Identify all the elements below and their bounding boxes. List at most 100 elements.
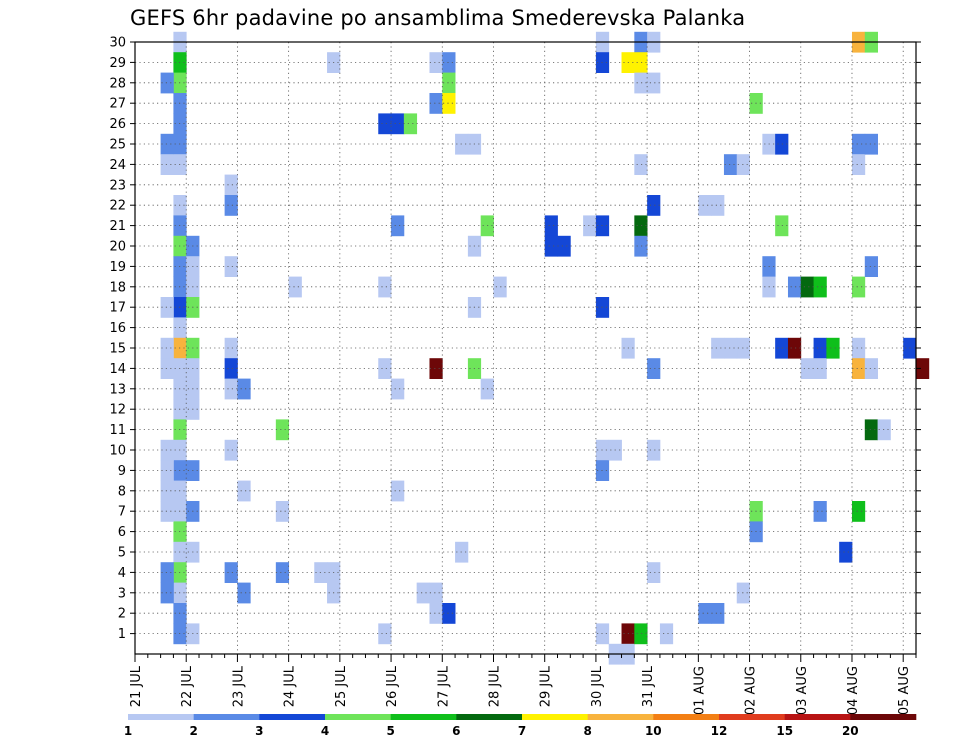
precip-cell [647, 72, 661, 94]
precip-cell [851, 276, 866, 298]
precip-cell [544, 215, 558, 237]
y-tick-label: 23 [109, 178, 126, 193]
precip-cell [826, 337, 840, 359]
precip-cell [237, 378, 251, 400]
colorbar-label: 7 [518, 724, 526, 738]
y-tick-label: 25 [109, 138, 126, 153]
precip-cell [813, 501, 827, 522]
precip-cell [659, 623, 674, 645]
cells-layer [160, 31, 930, 665]
precip-cell [160, 439, 174, 461]
x-axis: 21 JUL 22 JUL 23 JUL 24 JUL 25 JUL 26 JUL 27 J… [129, 654, 917, 715]
precip-cell [800, 276, 814, 298]
precip-cell [544, 235, 558, 257]
colorbar-swatch [325, 714, 391, 720]
precip-cell [442, 52, 456, 73]
precip-cell [224, 378, 238, 400]
chart-title: GEFS 6hr padavine po ansamblima Smederev… [130, 6, 746, 30]
precip-cell [839, 541, 853, 563]
colorbar-swatch [784, 714, 851, 720]
y-tick-label: 10 [109, 444, 126, 459]
colorbar-label: 1 [124, 724, 132, 738]
y-tick-label: 5 [118, 546, 126, 561]
precip-cell [634, 72, 648, 94]
precip-cell [224, 562, 238, 583]
precip-cell [275, 501, 290, 522]
precip-cell [647, 358, 661, 379]
precip-cell [723, 154, 738, 175]
y-tick-label: 27 [109, 97, 126, 112]
precip-cell [557, 235, 571, 257]
precip-cell [237, 582, 251, 604]
colorbar-swatch [390, 714, 457, 720]
colorbar: 1 2 3 4 5 6 7 8 10 12 15 20 [124, 714, 917, 738]
precip-cell [916, 358, 930, 379]
precip-cell [429, 603, 443, 624]
precip-cell [224, 174, 238, 196]
y-tick-label: 7 [118, 505, 126, 520]
y-tick-label: 11 [109, 423, 126, 438]
colorbar-swatch [456, 714, 523, 720]
precip-cell [775, 133, 789, 155]
precip-cell [711, 337, 725, 359]
precip-cell [429, 52, 443, 73]
x-tick-label: 05 AUG [897, 666, 912, 715]
precip-cell [851, 337, 866, 359]
colorbar-label: 12 [711, 724, 728, 738]
precip-cell [442, 72, 456, 94]
precip-cell [800, 358, 814, 379]
y-tick-label: 6 [118, 525, 126, 540]
x-tick-label: 23 JUL [231, 665, 246, 707]
y-tick-label: 20 [109, 240, 126, 255]
colorbar-swatch [719, 714, 785, 720]
x-tick-label: 25 JUL [334, 665, 349, 707]
precip-cell [813, 358, 827, 379]
precip-cell [698, 603, 712, 624]
colorbar-label: 4 [321, 724, 329, 738]
precip-cell [864, 133, 878, 155]
y-tick-label: 17 [109, 301, 126, 316]
precip-cell [160, 358, 174, 379]
precip-cell [634, 215, 648, 237]
precip-cell [787, 276, 802, 298]
precip-cell [160, 337, 174, 359]
precip-cell [378, 623, 392, 645]
y-tick-label: 24 [109, 158, 126, 173]
colorbar-swatch [653, 714, 720, 720]
precip-cell [634, 235, 648, 257]
colorbar-label: 2 [190, 724, 198, 738]
colorbar-swatch [522, 714, 588, 720]
precip-cell [851, 501, 866, 522]
precip-cell [391, 378, 405, 400]
precip-cell [224, 256, 238, 277]
y-axis: 1234567891011121314151617181920212223242… [109, 36, 921, 642]
y-tick-label: 13 [109, 382, 126, 397]
precip-cell [160, 72, 174, 94]
precip-cell [160, 562, 174, 583]
precip-cell [647, 562, 661, 583]
y-tick-label: 22 [109, 199, 126, 214]
x-tick-label: 27 JUL [436, 665, 451, 707]
precip-cell [224, 439, 238, 461]
x-tick-label: 26 JUL [385, 665, 400, 707]
y-tick-label: 16 [109, 321, 126, 336]
y-tick-label: 18 [109, 280, 126, 295]
colorbar-swatch [850, 714, 917, 720]
precip-cell [851, 358, 866, 379]
y-tick-label: 2 [118, 607, 126, 622]
precip-cell [775, 215, 789, 237]
colorbar-swatch [193, 714, 260, 720]
x-tick-label: 30 JUL [590, 665, 605, 707]
precip-cell [442, 603, 456, 624]
x-tick-label: 02 AUG [744, 666, 759, 715]
precip-cell [864, 358, 878, 379]
precip-cell [634, 154, 648, 175]
x-tick-label: 01 AUG [692, 666, 707, 715]
precip-cell [275, 419, 290, 441]
precip-cell [391, 215, 405, 237]
precip-cell [160, 460, 174, 481]
x-tick-label: 31 JUL [641, 665, 656, 707]
precip-cell [711, 603, 725, 624]
precip-cell [160, 297, 174, 318]
